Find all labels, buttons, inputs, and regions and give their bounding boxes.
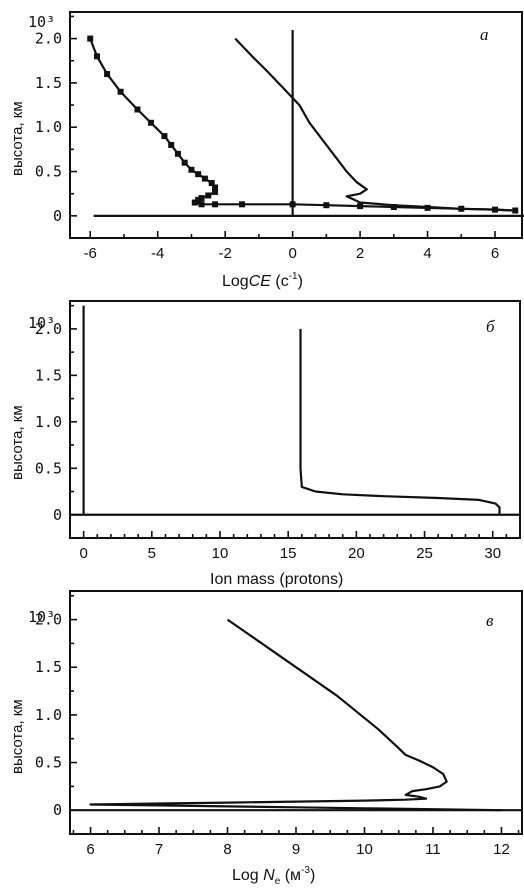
panel-a-series-1-point	[147, 119, 154, 126]
panel-b-x-tick-label: 30	[484, 545, 501, 562]
panel-a-series-1-point	[134, 106, 141, 113]
panel-a-series-1-point	[208, 180, 215, 187]
panel-a-series-1-point	[104, 71, 111, 78]
panel-c-xlabel-pre: Log	[232, 867, 263, 884]
panel-b-x-tick-label: 15	[280, 545, 297, 562]
panel-c-xlabel-close: )	[310, 867, 315, 884]
panel-c-y-tick-label: 0	[53, 801, 62, 819]
panel-c-y-tick-label: 0.5	[35, 754, 62, 772]
panel-a-series-1-point	[181, 159, 188, 166]
panel-c-xlabel-post: (м	[280, 867, 301, 884]
panel-a-series-1-point	[195, 171, 202, 178]
panel-c-x-tick-label: 7	[155, 841, 163, 858]
panel-c-y-tick-label: 1.5	[35, 658, 62, 676]
panel-c-x-tick-label: 10	[356, 841, 373, 858]
panel-a-ylabel: высота, км	[9, 101, 26, 176]
panel-a-series-1-point	[188, 166, 195, 173]
panel-c-xlabel-sub: e	[275, 876, 281, 887]
panel-a-series-1-point	[289, 201, 296, 208]
panel-a-y-tick-label: 2.0	[35, 30, 62, 48]
panel-a-x-tick-label: -2	[218, 245, 231, 262]
panel-c-y-tick-label: 1.0	[35, 706, 62, 724]
panel-a-series-1-point	[117, 88, 124, 95]
panel-a-xlabel: LogCE (c-1)	[222, 271, 303, 290]
panel-a-xlabel-italic: CE	[249, 273, 272, 290]
panel-a: 10³ высота, км а LogCE (c-1) 0 0.5 1.0 1.5 2…	[9, 11, 524, 290]
panel-a-frame	[69, 11, 523, 239]
panel-a-series-1-point	[195, 196, 202, 203]
panel-a-y-tick-label: 1.5	[35, 74, 62, 92]
panel-c-xlabel: Log Ne (м-3)	[232, 865, 315, 887]
panel-a-series-1-point	[323, 202, 330, 209]
panel-a-series-1-point	[198, 195, 205, 202]
panel-c-x-tick-label: 12	[493, 841, 510, 858]
panel-c-letter: в	[486, 611, 494, 630]
panel-a-series-1-point	[174, 150, 181, 157]
panel-a-series-1-point	[201, 175, 208, 182]
panel-c-x-tick-label: 9	[292, 841, 300, 858]
panel-b-x-tick-label: 20	[348, 545, 365, 562]
panel-a-series-1-point	[168, 141, 175, 148]
panel-b-y-tick-label: 1.5	[35, 366, 62, 384]
panel-a-series-1-point	[161, 133, 168, 140]
panel-c-ylabel: высота, км	[9, 699, 26, 774]
panel-b-x-tick-label: 10	[212, 545, 229, 562]
panel-a-series-1-line	[89, 38, 516, 212]
panel-a-series-1-point	[239, 201, 246, 208]
panel-a-series-1-point	[512, 207, 519, 214]
panel-a-y-tick-label: 0	[53, 207, 62, 225]
panel-b: 10³ высота, км б Ion mass (protons) 0 0.5…	[9, 300, 521, 588]
panel-b-y-tick-label: 1.0	[35, 413, 62, 431]
panel-b-x-tick-label: 25	[416, 545, 433, 562]
panel-b-y-tick-label: 2.0	[35, 320, 62, 338]
panel-a-xlabel-sup: -1	[289, 271, 298, 282]
panel-c-y-tick-label: 2.0	[35, 611, 62, 629]
panel-b-y-exponent: 10³	[28, 314, 55, 332]
panel-a-x-tick-label: 2	[356, 245, 364, 262]
panel-b-x-tick-label: 0	[79, 545, 87, 562]
panel-a-series-1-point	[357, 203, 364, 210]
panel-a-series-1-point	[212, 188, 219, 195]
panel-c-series-1-line	[89, 618, 502, 812]
panel-a-x-tick-label: -6	[84, 245, 97, 262]
panel-a-x-tick-label: -4	[151, 245, 164, 262]
panel-a-xlabel-post: (c	[271, 273, 289, 290]
panel-b-ylabel: высота, км	[9, 405, 26, 480]
panel-b-xlabel: Ion mass (protons)	[210, 571, 343, 588]
panel-a-series-1-point	[191, 199, 198, 206]
panel-a-xlabel-pre: Log	[222, 273, 249, 290]
panel-a-x-tick-label: 0	[288, 245, 296, 262]
panel-a-series-2-line	[234, 37, 512, 212]
panel-a-xlabel-close: )	[298, 273, 303, 290]
panel-c-x-tick-label: 11	[425, 841, 441, 858]
panel-a-series-1-point	[390, 203, 397, 210]
panel-b-y-tick-label: 0	[53, 506, 62, 524]
panel-a-letter: а	[480, 25, 489, 44]
panel-c-xlabel-sup: -3	[301, 865, 310, 876]
panel-c-x-tick-label: 8	[223, 841, 231, 858]
panel-c-x-tick-label: 6	[86, 841, 94, 858]
panel-b-x-tick-label: 5	[148, 545, 156, 562]
panel-c: 10³ высота, км в Log Ne (м-3) 0 0.5 1.0 1.5…	[9, 590, 523, 887]
panel-a-series-1-point	[87, 35, 94, 42]
panel-b-y-tick-label: 0.5	[35, 459, 62, 477]
panel-b-letter: б	[486, 317, 495, 336]
panel-c-xlabel-italic: N	[263, 867, 275, 884]
panel-a-series-1-point	[212, 201, 219, 208]
panel-a-y-tick-label: 0.5	[35, 163, 62, 181]
panel-c-y-exponent: 10³	[28, 608, 55, 626]
panel-a-y-tick-label: 1.0	[35, 118, 62, 136]
panel-b-frame	[69, 300, 521, 539]
panel-a-series-1-point	[205, 192, 212, 199]
panel-a-series-1-point	[198, 201, 205, 208]
panel-a-series-1-point	[93, 53, 100, 60]
panel-a-series-1-point	[212, 184, 219, 191]
panel-c-frame	[69, 590, 523, 835]
panel-a-x-tick-label: 4	[423, 245, 431, 262]
panel-a-x-tick-label: 6	[491, 245, 499, 262]
panel-a-y-exponent: 10³	[28, 13, 55, 31]
panel-b-series-2-line	[299, 328, 501, 515]
